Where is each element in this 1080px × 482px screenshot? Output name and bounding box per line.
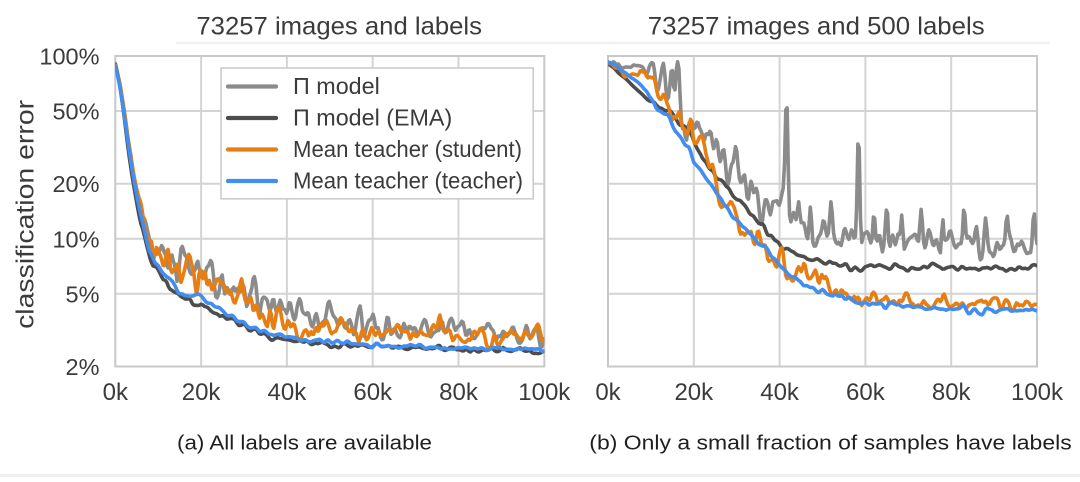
svg-text:60k: 60k	[846, 379, 886, 406]
svg-text:5%: 5%	[66, 281, 100, 307]
svg-text:2%: 2%	[66, 354, 100, 380]
svg-text:0k: 0k	[103, 379, 129, 406]
svg-text:classification error: classification error	[12, 100, 40, 329]
svg-text:73257 images and 500 labels: 73257 images and 500 labels	[648, 13, 985, 41]
svg-text:60k: 60k	[353, 379, 393, 406]
svg-text:20k: 20k	[182, 379, 222, 406]
svg-text:80k: 80k	[932, 379, 972, 406]
svg-text:(a) All labels are available: (a) All labels are available	[177, 433, 432, 455]
svg-text:(b) Only a small fraction of s: (b) Only a small fraction of samples hav…	[589, 433, 1071, 455]
svg-text:Mean teacher (teacher): Mean teacher (teacher)	[293, 168, 523, 194]
svg-text:100k: 100k	[518, 379, 571, 406]
svg-text:0k: 0k	[595, 379, 621, 406]
svg-text:20k: 20k	[674, 379, 714, 406]
svg-text:Π model (EMA): Π model (EMA)	[293, 105, 452, 131]
svg-text:50%: 50%	[52, 99, 99, 125]
svg-text:Π model: Π model	[293, 73, 380, 99]
svg-text:20%: 20%	[52, 171, 99, 197]
svg-text:80k: 80k	[439, 379, 479, 406]
svg-text:100%: 100%	[39, 44, 99, 70]
svg-text:100k: 100k	[1011, 379, 1064, 406]
svg-text:40k: 40k	[268, 379, 308, 406]
svg-text:Mean teacher (student): Mean teacher (student)	[293, 136, 522, 162]
svg-text:40k: 40k	[760, 379, 800, 406]
svg-text:10%: 10%	[52, 226, 99, 252]
svg-text:73257 images and labels: 73257 images and labels	[196, 13, 482, 41]
